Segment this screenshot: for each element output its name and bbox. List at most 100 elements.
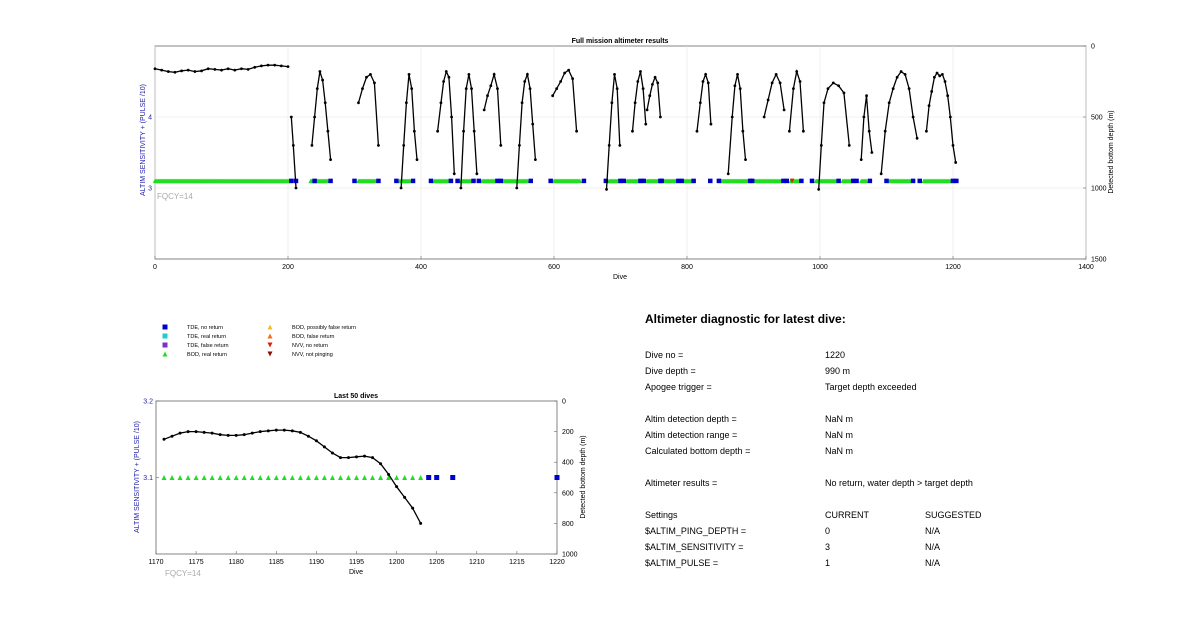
full-depth-point bbox=[865, 94, 868, 98]
last-triangle-up-marker bbox=[257, 475, 263, 480]
full-depth-line bbox=[763, 72, 785, 118]
ping-depth-suggested: N/A bbox=[925, 526, 941, 536]
full-depth-point bbox=[399, 186, 403, 190]
full-depth-line bbox=[696, 72, 712, 132]
pulse-current: 1 bbox=[825, 558, 831, 568]
full-depth-point bbox=[837, 84, 841, 88]
last-triangle-up-marker bbox=[362, 475, 368, 480]
full-depth-point bbox=[656, 81, 660, 85]
full-depth-point bbox=[450, 115, 453, 119]
calc-bottom-row: Calculated bottom depth = NaN m bbox=[645, 443, 1165, 459]
dive-depth-row: Dive depth = 990 m bbox=[645, 363, 1165, 379]
results-value: No return, water depth > target depth bbox=[825, 478, 973, 488]
full-depth-point bbox=[733, 84, 737, 88]
full-depth-point bbox=[472, 129, 476, 133]
full-depth-point bbox=[618, 144, 622, 147]
full-depth-point bbox=[329, 158, 332, 162]
full-square-marker bbox=[749, 178, 755, 184]
last-triangle-up-marker bbox=[209, 475, 215, 480]
full-depth-point bbox=[240, 67, 243, 71]
last-xtick-label: 1175 bbox=[189, 559, 204, 566]
last-triangle-up-marker bbox=[345, 475, 351, 480]
full-depth-point bbox=[883, 129, 887, 133]
full-depth-point bbox=[610, 101, 614, 105]
legend-label: TDE, false return bbox=[187, 343, 229, 349]
last-triangle-up-marker bbox=[177, 475, 183, 480]
last-depth-point bbox=[242, 433, 246, 437]
full-square-marker bbox=[528, 178, 533, 184]
full-depth-point bbox=[659, 115, 662, 119]
full-depth-point bbox=[903, 73, 907, 76]
last-square-marker bbox=[554, 475, 560, 480]
full-depth-point bbox=[273, 63, 277, 67]
full-square-marker bbox=[950, 178, 956, 184]
full-square-marker bbox=[884, 178, 889, 184]
full-depth-point bbox=[528, 87, 532, 90]
full-depth-point bbox=[313, 115, 316, 119]
full-xtick-label: 0 bbox=[153, 264, 157, 271]
pulse-label: $ALTIM_PULSE = bbox=[645, 558, 719, 568]
last-triangle-up-marker bbox=[386, 475, 392, 480]
last-triangle-up-marker bbox=[281, 475, 287, 480]
full-depth-point bbox=[439, 101, 443, 105]
full-depth-point bbox=[726, 172, 730, 176]
full-square-marker bbox=[312, 178, 317, 184]
last-xtick-label: 1220 bbox=[549, 559, 565, 566]
full-square-marker bbox=[476, 178, 482, 184]
full-depth-point bbox=[842, 91, 846, 95]
last-triangle-up-marker bbox=[225, 475, 231, 480]
full-square-marker bbox=[854, 178, 859, 184]
full-depth-point bbox=[153, 67, 157, 71]
last-ytick-right-label: 0 bbox=[562, 399, 566, 406]
last-triangle-up-marker bbox=[169, 475, 175, 480]
last-triangle-up-marker bbox=[313, 475, 319, 480]
results-row: Altimeter results = No return, water dept… bbox=[645, 475, 1165, 491]
full-xtick-label: 1200 bbox=[945, 264, 961, 271]
full-depth-point bbox=[633, 101, 637, 105]
last-depth-point bbox=[186, 430, 190, 434]
full-depth-point bbox=[859, 158, 863, 162]
full-square-marker bbox=[289, 178, 294, 184]
full-depth-point bbox=[631, 129, 634, 133]
legend-marker bbox=[267, 324, 273, 330]
last-ytick-right-label: 600 bbox=[562, 490, 574, 497]
full-depth-point bbox=[932, 75, 936, 79]
full-square-marker bbox=[328, 178, 333, 184]
settings-suggested-header: SUGGESTED bbox=[925, 510, 982, 520]
full-depth-point bbox=[698, 101, 702, 105]
legend-label: NVV, not pinging bbox=[292, 352, 333, 358]
legend-marker bbox=[162, 351, 168, 357]
detect-range-row: Altim detection range = NaN m bbox=[645, 427, 1165, 443]
last-triangle-up-marker bbox=[161, 475, 167, 480]
full-square-marker bbox=[352, 178, 357, 184]
last-xtick-label: 1190 bbox=[309, 559, 324, 566]
full-square-marker bbox=[910, 178, 916, 184]
last-depth-point bbox=[419, 521, 423, 525]
full-square-marker bbox=[448, 178, 454, 184]
full-depth-point bbox=[648, 94, 652, 98]
legend-label: BOD, possibly false return bbox=[292, 325, 356, 331]
full-depth-point bbox=[520, 101, 524, 105]
last-triangle-up-marker bbox=[289, 475, 295, 480]
last-triangle-up-marker bbox=[370, 475, 376, 480]
full-depth-point bbox=[575, 129, 579, 133]
full-depth-point bbox=[492, 73, 496, 76]
last-chart-title: Last 50 dives bbox=[334, 393, 378, 400]
full-depth-point bbox=[246, 68, 250, 71]
last-depth-point bbox=[202, 430, 206, 434]
full-depth-point bbox=[774, 73, 778, 76]
last-triangle-up-marker bbox=[273, 475, 279, 480]
full-depth-point bbox=[891, 87, 895, 90]
last-triangle-up-marker bbox=[305, 475, 311, 480]
full-depth-point bbox=[361, 87, 364, 90]
full-depth-point bbox=[180, 69, 184, 73]
full-depth-point bbox=[412, 129, 416, 133]
last-xtick-label: 1180 bbox=[229, 559, 244, 566]
full-depth-point bbox=[801, 129, 805, 133]
last-triangle-up-marker bbox=[265, 475, 271, 480]
full-square-marker bbox=[410, 178, 416, 184]
legend-label: BOD, false return bbox=[292, 334, 335, 340]
full-depth-point bbox=[486, 94, 489, 98]
full-depth-point bbox=[373, 81, 376, 85]
dive-depth-label: Dive depth = bbox=[645, 366, 696, 376]
